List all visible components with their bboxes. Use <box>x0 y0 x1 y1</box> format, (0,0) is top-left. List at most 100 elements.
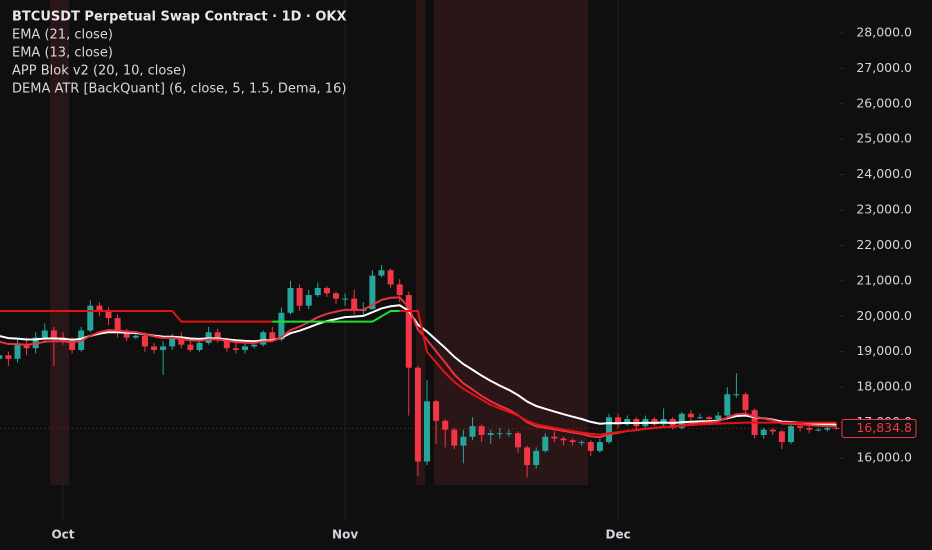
candle-body <box>132 335 139 338</box>
candle-body <box>387 270 394 285</box>
signal-band <box>50 0 69 485</box>
candle-body <box>242 346 248 350</box>
candle-body <box>351 298 358 312</box>
candle-body <box>269 332 276 340</box>
candle-body <box>569 440 576 443</box>
candle-body <box>706 417 713 420</box>
candle-body <box>323 287 330 294</box>
candle-body <box>724 394 731 416</box>
candle-body <box>296 287 303 306</box>
candle-body <box>214 332 221 340</box>
candle-body <box>469 426 476 437</box>
candle-body <box>251 344 258 347</box>
y-tick-label: 24,000.0 <box>856 166 912 181</box>
candle-body <box>433 401 440 421</box>
candle-body <box>14 344 21 359</box>
candle-body <box>615 417 622 425</box>
candle-body <box>478 426 485 435</box>
candle-body <box>533 450 540 466</box>
price-axis: OctNovDec16,000.017,000.018,000.019,000.… <box>51 24 917 542</box>
candle-body <box>624 419 631 425</box>
candle-body <box>169 337 176 347</box>
candle-body <box>524 447 531 466</box>
candle-body <box>23 344 30 349</box>
signal-bands <box>50 0 588 485</box>
y-tick-label: 18,000.0 <box>856 379 912 394</box>
y-tick-label: 28,000.0 <box>856 24 912 39</box>
candle-body <box>769 429 776 432</box>
candle-body <box>314 287 321 296</box>
y-tick-label: 16,000.0 <box>856 450 912 465</box>
y-tick-label: 19,000.0 <box>856 343 912 358</box>
candle-body <box>496 433 503 435</box>
candle-body <box>542 436 549 451</box>
candle-body <box>414 367 421 462</box>
y-tick-label: 23,000.0 <box>856 202 912 217</box>
candle-body <box>87 305 94 331</box>
candle-body <box>187 344 194 350</box>
candle-body <box>287 287 294 313</box>
signal-band <box>416 0 425 485</box>
candle-body <box>687 413 694 418</box>
indicator-label: EMA (13, close) <box>12 46 113 61</box>
candle-body <box>788 426 794 443</box>
candle-body <box>114 318 121 333</box>
candle-body <box>260 332 267 345</box>
candle-body <box>160 346 167 350</box>
candle-body <box>451 429 458 446</box>
candle-body <box>178 337 185 345</box>
ema-line <box>0 296 837 439</box>
candle-body <box>5 355 12 359</box>
candle-body <box>342 298 349 300</box>
x-tick-label: Dec <box>605 528 630 542</box>
candle-body <box>105 311 112 319</box>
plot-area <box>0 264 840 478</box>
candle-body <box>760 429 767 435</box>
y-tick-label: 26,000.0 <box>856 95 912 110</box>
candle-body <box>560 438 567 441</box>
candle-body <box>806 427 813 430</box>
last-price-box <box>841 418 917 438</box>
candle-body <box>0 355 3 359</box>
candle-body <box>742 394 749 411</box>
candle-body <box>378 270 385 276</box>
indicator-label: EMA (21, close) <box>12 28 113 43</box>
candle-body <box>487 433 494 435</box>
y-tick-label: 25,000.0 <box>856 131 912 146</box>
indicator-line <box>0 310 273 323</box>
indicator-label: APP Blok v2 (20, 10, close) <box>12 64 186 79</box>
candle-body <box>223 339 230 349</box>
candle-body <box>606 417 612 443</box>
y-tick-label: 27,000.0 <box>856 60 912 75</box>
candle-body <box>778 431 785 443</box>
candle-body <box>69 341 76 350</box>
candle-body <box>50 330 57 338</box>
candle-body <box>151 346 157 350</box>
candle-body <box>305 295 312 306</box>
candle-body <box>733 394 740 396</box>
y-tick-label: 21,000.0 <box>856 272 912 287</box>
candle-body <box>232 348 239 350</box>
candle-body <box>396 284 403 296</box>
candle-body <box>551 436 558 439</box>
y-tick-label: 20,000.0 <box>856 308 912 323</box>
candle-body <box>578 442 585 444</box>
candle-body <box>715 415 722 420</box>
candle-body <box>797 426 804 428</box>
legend: BTCUSDT Perpetual Swap Contract · 1D · O… <box>12 10 347 97</box>
candle-body <box>587 442 594 451</box>
candle-body <box>596 442 603 451</box>
candle-body <box>424 401 430 462</box>
candle-body <box>505 433 512 435</box>
candle-body <box>141 335 148 347</box>
candle-body <box>678 413 685 428</box>
candle-body <box>333 293 339 299</box>
candle-body <box>41 330 48 338</box>
last-price-label: 16,834.8 <box>856 420 912 435</box>
indicator-label: DEMA ATR [BackQuant] (6, close, 5, 1.5, … <box>12 82 346 97</box>
candle-body <box>824 427 831 430</box>
chart-title: BTCUSDT Perpetual Swap Contract · 1D · O… <box>12 10 347 25</box>
x-tick-label: Oct <box>51 528 74 542</box>
candle-body <box>278 312 285 340</box>
